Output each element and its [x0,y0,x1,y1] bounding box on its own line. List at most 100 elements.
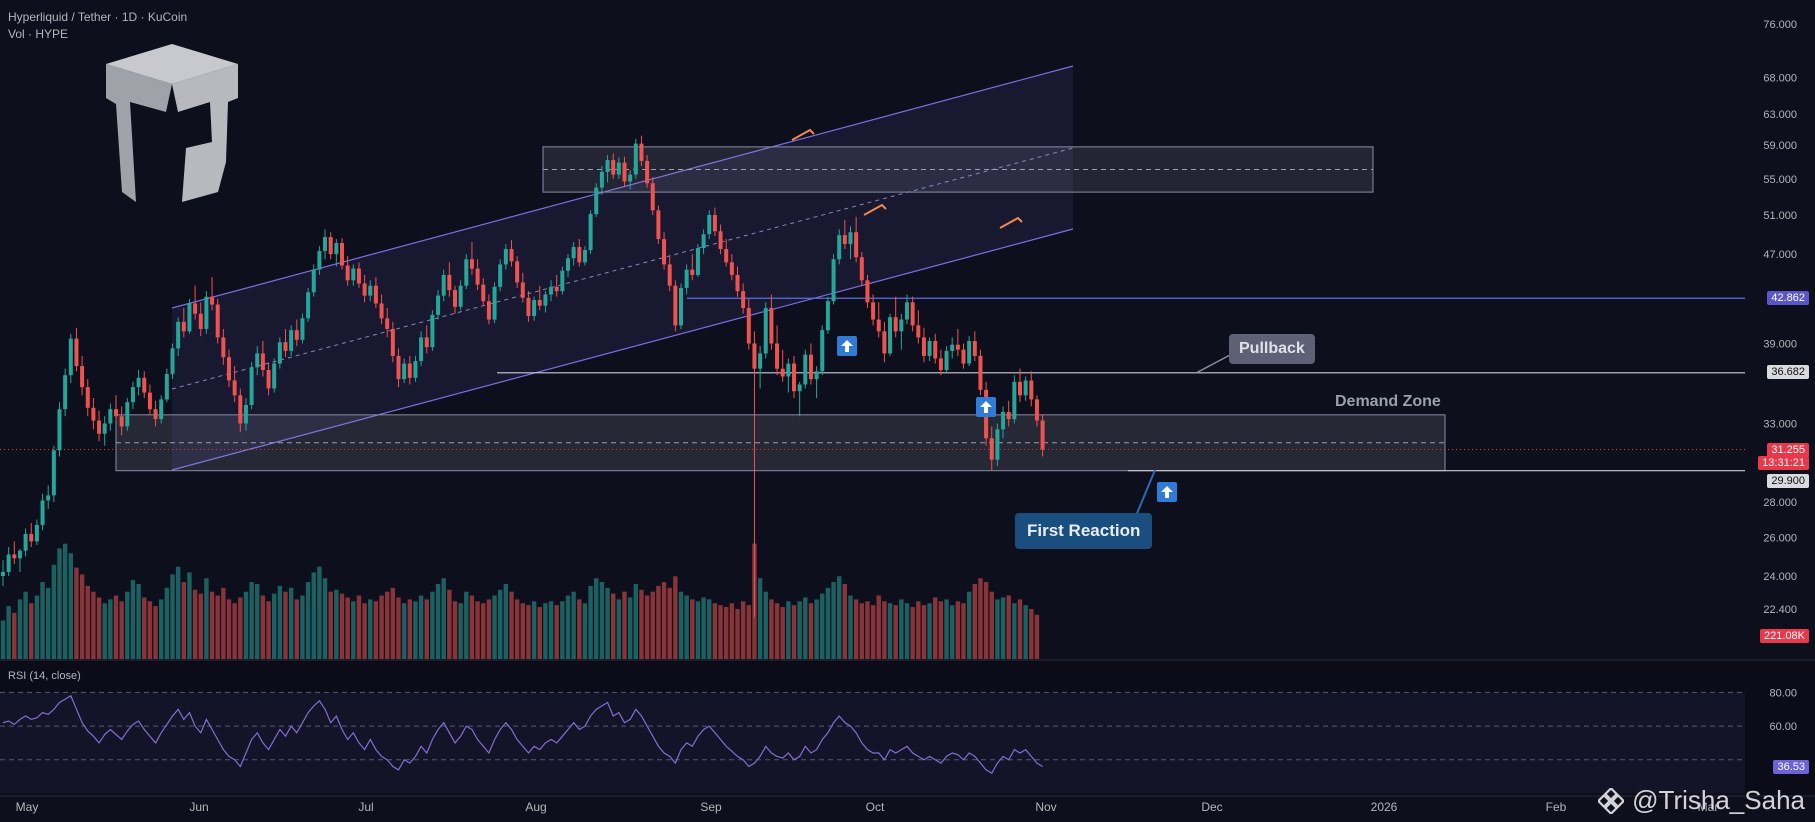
volume-bar [673,576,678,659]
volume-bar [385,591,390,659]
pullback-callout[interactable]: Pullback [1229,334,1315,364]
candle-body [266,369,271,389]
volume-bar [520,603,525,659]
volume-bar [712,603,718,659]
candle-body [622,162,627,182]
volume-bar [644,595,650,659]
candle-body [407,363,412,378]
candle-body [419,337,424,361]
volume-bar [865,601,870,659]
candle-body [859,257,864,281]
x-tick-label: Jul [358,800,373,814]
candle-body [571,247,576,259]
y-tick-label: 68.000 [1763,72,1797,84]
volume-bar [209,591,215,659]
candle-body [57,409,62,451]
volume-bar [774,603,780,659]
volume-bar [622,591,627,659]
y-tick-label: 24.000 [1763,571,1797,583]
candle-body [967,341,972,364]
volume-bar [0,620,6,659]
candle-body [80,366,85,388]
volume-bar [870,605,876,659]
candle-body [752,343,757,369]
candle-body [746,307,751,344]
volume-bar [611,593,616,659]
candle-body [46,495,51,501]
volume-bar [407,599,412,659]
volume-bar [678,591,684,659]
volume-bar [475,601,480,659]
volume-bar [633,584,638,659]
candle-body [916,325,921,338]
candle-body [23,533,28,551]
candle-body [317,251,322,270]
candle-body [159,399,164,420]
resistance-price-label: 42.862 [1767,291,1809,305]
candle-body [554,286,559,292]
volume-bar [198,593,203,659]
candle-body [97,420,102,434]
candle-body [232,380,237,396]
candle-body [6,554,11,572]
y-tick-label: 55.000 [1763,174,1797,186]
y-tick-label: 59.000 [1763,140,1797,152]
volume-bar [430,591,435,659]
candle-body [210,296,215,305]
volume-bar [62,543,68,659]
candle-body [769,307,774,344]
x-tick-label: Sep [700,800,722,814]
candle-body [277,342,282,364]
candle-body [334,243,339,255]
candle-body [147,392,152,410]
candle-body [356,268,361,284]
volume-bar [837,576,842,659]
candle-body [605,160,610,172]
candle-body [921,337,926,356]
volume-bar [379,595,384,659]
candle-body [34,524,39,542]
candle-body [803,354,808,385]
volume-bar [1023,605,1028,659]
volume-bar [29,603,34,659]
candle-body [927,341,932,356]
candle-body [114,409,118,417]
volume-bar [650,591,655,659]
candle-body [820,330,825,372]
candle-body [961,349,966,364]
candle-body [396,355,401,380]
volume-bar [17,599,23,659]
candle-body [741,291,746,308]
candle-body [469,259,474,269]
candle-body [684,269,689,288]
candle-body [136,377,141,388]
volume-bar [164,587,170,659]
rsi-title: RSI (14, close) [8,670,81,682]
y-tick-label: 51.000 [1763,210,1797,222]
candle-body [899,319,904,332]
volume-bar [305,582,311,659]
candle-body [814,371,819,380]
volume-bar [808,603,814,659]
y-tick-label: 76.000 [1763,19,1797,31]
volume-bar [667,587,672,659]
candle-body [972,341,977,356]
volume-bar [661,582,667,659]
candle-body [221,337,226,358]
y-tick-label: 33.000 [1763,418,1797,430]
first-reaction-callout[interactable]: First Reaction [1015,513,1153,549]
candle-body [430,314,435,348]
volume-bar [531,601,537,659]
candle-body [588,214,593,251]
volume-bar [916,601,921,659]
volume-bar [820,593,825,659]
candle-body [526,297,531,317]
channel-mid-line [171,147,1074,390]
candle-body [594,187,599,215]
candle-body [164,373,169,400]
candle-body [955,344,960,350]
candle-body [775,343,780,369]
candle-body [1023,380,1028,396]
volume-bar [390,587,396,659]
